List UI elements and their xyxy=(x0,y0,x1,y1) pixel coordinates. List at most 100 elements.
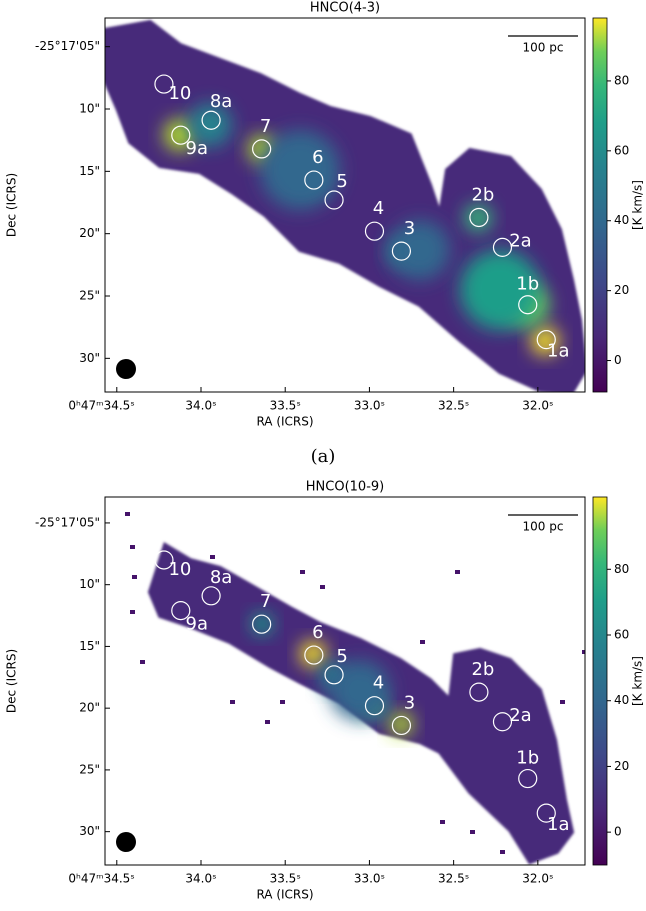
colorbar-tick-label: 40 xyxy=(614,693,629,707)
emission-speck xyxy=(455,570,460,574)
x-tick-label: 33.0ˢ xyxy=(354,872,385,886)
source-marker xyxy=(391,241,412,261)
source-marker xyxy=(536,330,556,350)
source-label: 4 xyxy=(373,673,384,694)
source-label: 7 xyxy=(260,591,271,612)
emission-peak xyxy=(260,130,340,210)
source-label: 9a xyxy=(186,614,208,635)
source-label: 1b xyxy=(516,748,539,769)
y-axis-label: Dec (ICRS) xyxy=(5,649,19,713)
emission-peak xyxy=(188,103,232,147)
source-label: 8a xyxy=(210,91,232,112)
emission-peak xyxy=(164,119,196,151)
source-label: 1a xyxy=(547,814,569,835)
emission-map xyxy=(105,19,585,392)
chart-title: HNCO(10-9) xyxy=(306,480,384,495)
source-label: 2b xyxy=(471,659,494,680)
emission-speck xyxy=(300,570,305,574)
source-marker xyxy=(364,696,385,716)
source-label: 2a xyxy=(509,705,531,726)
y-tick-label: 10" xyxy=(79,577,100,591)
x-tick-label: 34.0ˢ xyxy=(185,872,216,886)
source-marker xyxy=(171,125,191,145)
source-label: 2a xyxy=(509,230,531,251)
x-tick-label: 33.5ˢ xyxy=(270,872,301,886)
y-tick-label: 25" xyxy=(79,289,100,303)
source-marker xyxy=(304,645,324,665)
colorbar xyxy=(592,17,608,393)
source-label: 10 xyxy=(168,559,191,580)
emission-speck xyxy=(130,610,135,614)
source-label: 5 xyxy=(336,646,347,667)
emission-speck xyxy=(280,700,285,704)
scale-bar-label: 100 pc xyxy=(523,520,564,534)
source-label: 2b xyxy=(471,184,494,205)
colorbar-tick-label: 40 xyxy=(614,213,629,227)
emission-speck xyxy=(500,850,505,854)
source-marker xyxy=(324,190,344,210)
source-marker xyxy=(536,803,556,823)
colorbar-tick-label: 20 xyxy=(614,759,629,773)
emission-speck xyxy=(440,820,445,824)
colorbar-tick-label: 60 xyxy=(614,628,629,642)
y-tick-label: 30" xyxy=(79,351,100,365)
x-tick-label: 0ʰ47ᵐ34.5ˢ xyxy=(68,399,134,413)
source-marker xyxy=(252,139,272,159)
y-tick-label: 30" xyxy=(79,824,100,838)
caption: (a) xyxy=(311,446,336,467)
colorbar-tick-label: 80 xyxy=(614,73,629,87)
source-marker xyxy=(154,550,174,570)
source-label: 5 xyxy=(336,171,347,192)
emission-speck xyxy=(560,700,565,704)
y-tick-label: 20" xyxy=(79,701,100,715)
emission-speck xyxy=(230,700,235,704)
x-tick-label: 32.5ˢ xyxy=(438,399,469,413)
source-marker xyxy=(492,712,513,732)
source-marker xyxy=(201,586,221,606)
source-marker xyxy=(252,614,272,634)
colorbar-tick-label: 80 xyxy=(614,562,629,576)
colorbar-tick-label: 0 xyxy=(614,825,622,839)
emission-speck xyxy=(420,640,425,644)
emission-speck xyxy=(210,555,215,559)
emission-map xyxy=(125,512,585,865)
x-tick-label: 33.0ˢ xyxy=(354,399,385,413)
plot-frame xyxy=(104,17,586,393)
source-marker xyxy=(154,74,174,94)
source-label: 1a xyxy=(547,341,569,362)
y-tick-label: 10" xyxy=(79,102,100,116)
y-tick-label: 20" xyxy=(79,226,100,240)
source-label: 8a xyxy=(210,567,232,588)
colorbar-label: [K km/s] xyxy=(631,180,645,230)
source-marker xyxy=(469,207,489,228)
source-label: 6 xyxy=(312,147,323,168)
x-tick-label: 32.5ˢ xyxy=(438,872,469,886)
colorbar xyxy=(592,496,608,866)
colorbar-tick-label: 0 xyxy=(614,353,622,367)
emission-peak xyxy=(251,613,273,635)
emission-peak xyxy=(300,641,326,667)
y-tick-label: 15" xyxy=(79,639,100,653)
x-tick-label: 0ʰ47ᵐ34.5ˢ xyxy=(68,872,134,886)
colorbar-tick-label: 20 xyxy=(614,283,629,297)
source-label: 7 xyxy=(260,116,271,137)
y-tick-label: -25°17'05" xyxy=(35,515,100,529)
source-marker xyxy=(171,601,191,621)
plot-frame xyxy=(104,496,586,866)
scale-bar-label: 100 pc xyxy=(523,41,564,55)
y-tick-label: 15" xyxy=(79,164,100,178)
chart-title: HNCO(4-3) xyxy=(310,1,380,16)
emission-peak xyxy=(390,220,450,280)
emission-speck xyxy=(140,660,145,664)
x-tick-label: 33.5ˢ xyxy=(270,399,301,413)
source-label: 9a xyxy=(186,138,208,159)
source-marker xyxy=(201,110,221,130)
y-axis-label: Dec (ICRS) xyxy=(5,173,19,237)
x-tick-label: 32.0ˢ xyxy=(522,399,553,413)
source-marker xyxy=(304,170,324,190)
colorbar-tick-label: 60 xyxy=(614,143,629,157)
x-axis-label: RA (ICRS) xyxy=(256,888,313,902)
y-tick-label: -25°17'05" xyxy=(35,39,100,53)
emission-speck xyxy=(130,545,135,549)
